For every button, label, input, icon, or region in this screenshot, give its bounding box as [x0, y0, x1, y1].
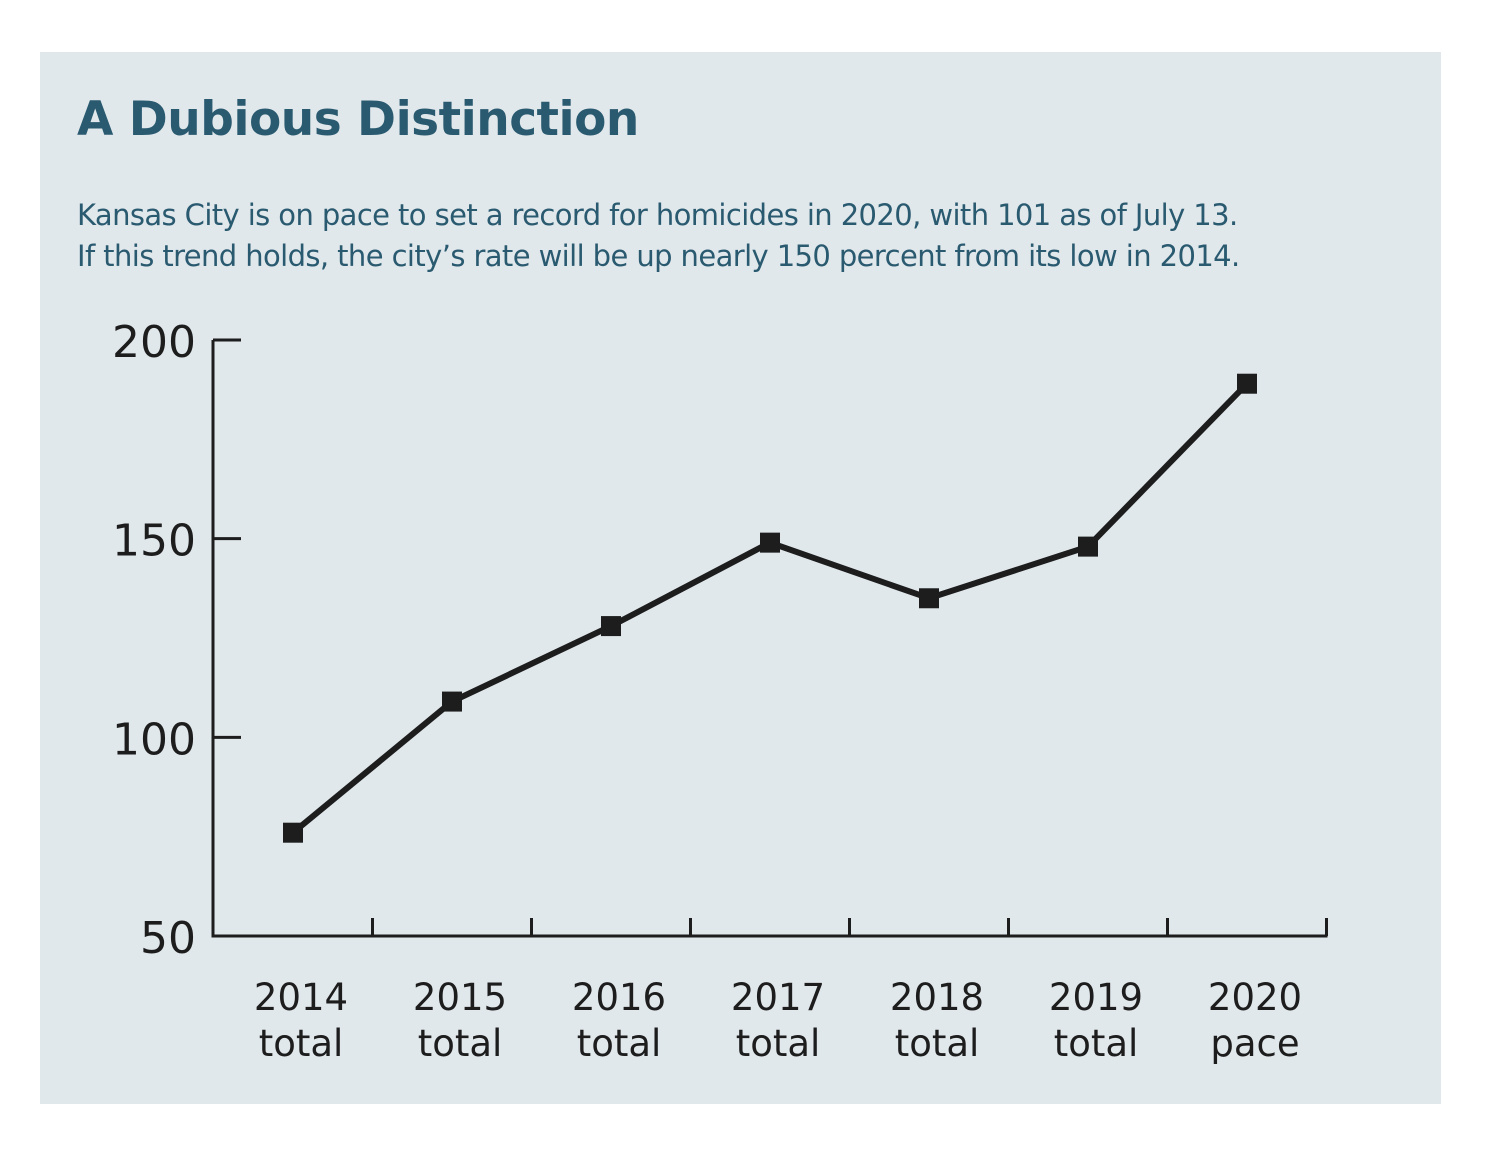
x-tick-label-line: 2017	[731, 976, 825, 1019]
x-tick-label-line: total	[895, 1022, 980, 1065]
x-tick-label-line: pace	[1210, 1022, 1299, 1065]
y-tick-label-150: 150	[112, 516, 196, 567]
x-tick-label-line: total	[577, 1022, 662, 1065]
x-tick-label-line: total	[418, 1022, 503, 1065]
chart-panel	[40, 52, 1441, 1104]
y-tick-label-100: 100	[112, 714, 196, 765]
x-tick-label-line: total	[1054, 1022, 1139, 1065]
y-tick-label-200: 200	[112, 317, 196, 368]
data-point-2017	[760, 532, 780, 553]
chart-subtitle: Kansas City is on pace to set a record f…	[77, 195, 1417, 277]
x-tick-label-2016: 2016 total	[572, 976, 666, 1065]
x-tick-label-line: total	[259, 1022, 344, 1065]
x-tick-label-line: 2018	[890, 976, 984, 1019]
data-point-2018	[919, 588, 939, 609]
data-point-2016	[601, 616, 621, 637]
subtitle-line-2: If this trend holds, the city’s rate wil…	[77, 239, 1240, 273]
y-tick-label-50: 50	[140, 913, 196, 964]
x-tick-label-line: 2015	[413, 976, 507, 1019]
data-point-2019	[1078, 536, 1098, 557]
x-tick-label-2018: 2018 total	[890, 976, 984, 1065]
x-tick-label-line: 2020	[1208, 976, 1302, 1019]
cropped-body-text	[60, 1140, 1440, 1160]
x-tick-label-2014: 2014 total	[254, 976, 348, 1065]
x-tick-label-2019: 2019 total	[1049, 976, 1143, 1065]
data-point-2015	[442, 691, 462, 712]
x-tick-label-line: 2016	[572, 976, 666, 1019]
series-line-0	[291, 381, 1250, 836]
x-tick-label-2020: 2020 pace	[1208, 976, 1302, 1065]
chart-title: A Dubious Distinction	[77, 92, 639, 147]
x-tick-label-2015: 2015 total	[413, 976, 507, 1065]
subtitle-line-1: Kansas City is on pace to set a record f…	[77, 198, 1238, 232]
x-tick-label-line: 2019	[1049, 976, 1143, 1019]
x-tick-label-2017: 2017 total	[731, 976, 825, 1065]
x-tick-label-line: total	[736, 1022, 821, 1065]
x-tick-label-line: 2014	[254, 976, 348, 1019]
data-point-2014	[283, 822, 303, 843]
data-point-2020	[1237, 373, 1257, 394]
